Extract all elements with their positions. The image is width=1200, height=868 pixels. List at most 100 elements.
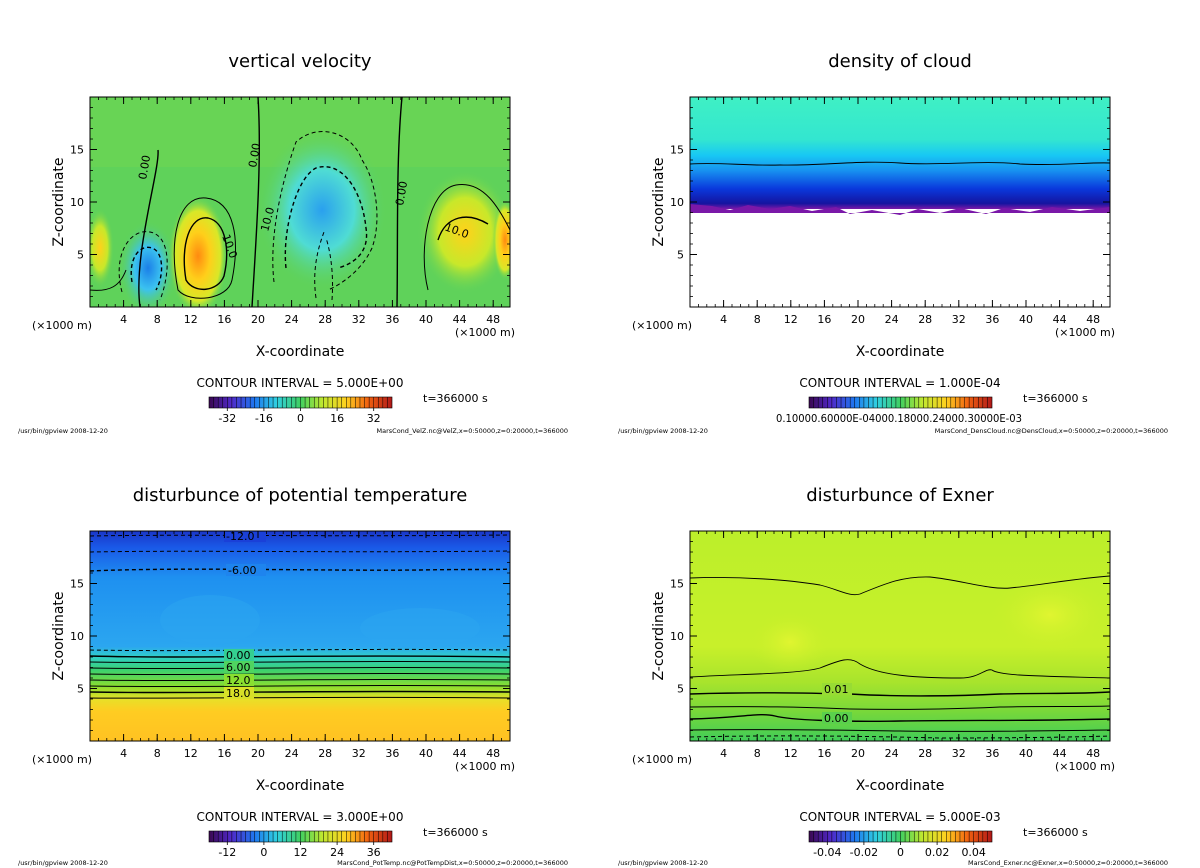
colorbar-tick-label: -32 [218,412,236,425]
colorbar-tick-label: 32 [367,412,381,425]
y-tick-label: 5 [677,683,684,696]
colorbar-tick-labels: 0.10000.60000E-04000.18000.24000.30000E-… [776,412,1022,425]
x-tick-label: 8 [754,747,761,760]
x-unit-left: (×1000 m) [632,319,692,332]
x-tick-label: 40 [419,747,433,760]
x-tick-label: 28 [918,747,932,760]
time-label: t=366000 s [1023,826,1088,839]
footer-right: MarsCond_PotTemp.nc@PotTempDist,x=0:5000… [337,859,568,867]
x-tick-label: 32 [352,313,366,326]
x-tick-label: 44 [453,313,467,326]
x-unit-right: (×1000 m) [1055,760,1115,773]
footer-right: MarsCond_VelZ.nc@VelZ,x=0:50000,z=0:2000… [377,427,568,435]
footer-right: MarsCond_DensCloud.nc@DensCloud,x=0:5000… [935,427,1168,435]
colorbar-tick-label: 24 [330,846,344,859]
x-tick-label: 44 [453,747,467,760]
x-tick-label: 48 [486,313,500,326]
contour-interval: CONTOUR INTERVAL = 5.000E-03 [799,810,1000,824]
colorbar-tick-label: -0.04 [813,846,841,859]
x-tick-label: 4 [120,313,127,326]
x-tick-label: 28 [318,747,332,760]
y-tick-label: 10 [670,630,684,643]
panel-title: disturbunce of potential temperature [133,485,468,506]
x-axis-label: X-coordinate [856,344,945,360]
x-tick-label: 20 [851,313,865,326]
x-tick-label: 32 [952,313,966,326]
panel-density-of-cloud: density of cloud 4 8 12 16 20 24 28 32 36 40 44 485… [618,51,1168,435]
time-label: t=366000 s [1023,392,1088,405]
y-axis-label: Z-coordinate [651,591,667,680]
colorbar-tick-label: 16 [330,412,344,425]
y-axis-label: Z-coordinate [51,157,67,246]
panel-title: vertical velocity [228,51,372,72]
footer-left: /usr/bin/gpview 2008-12-20 [618,427,708,435]
contour-label: 0.00 [136,154,153,180]
x-tick-label: 8 [754,313,761,326]
x-unit-right: (×1000 m) [455,760,515,773]
x-unit-right: (×1000 m) [455,326,515,339]
contour-label: 18.0 [226,687,251,700]
x-tick-label: 16 [217,747,231,760]
x-tick-label: 20 [251,747,265,760]
y-tick-label: 5 [77,683,84,696]
contour-label: 0.00 [226,649,251,662]
x-tick-label: 16 [817,313,831,326]
x-tick-label: 40 [419,313,433,326]
x-tick-label: 20 [251,313,265,326]
panel-title: disturbunce of Exner [806,485,994,506]
colorbar-tick-label: 0.02 [925,846,950,859]
contour-field: 0.00 0.00 0.00 10.0 10.0 10.0 [90,97,510,307]
contour-label: 0.00 [393,180,410,206]
contour-label: 12.0 [226,674,251,687]
colorbar-tick-label: -12 [218,846,236,859]
contour-label: -12.0 [226,530,254,543]
x-tick-label: 24 [885,313,899,326]
colorbar-tick-label: 0 [897,846,904,859]
y-tick-label: 15 [70,144,84,157]
y-tick-label: 10 [670,196,684,209]
y-tick-label: 15 [670,578,684,591]
x-axis-label: X-coordinate [256,344,345,360]
x-tick-label: 44 [1053,747,1067,760]
footer-left: /usr/bin/gpview 2008-12-20 [18,427,108,435]
x-tick-label: 12 [784,313,798,326]
x-tick-label: 24 [885,747,899,760]
colorbar-tick-label: 0.04 [961,846,986,859]
y-tick-label: 10 [70,196,84,209]
footer-left: /usr/bin/gpview 2008-12-20 [18,859,108,867]
x-tick-label: 36 [985,313,999,326]
contour-label: 10.0 [258,206,277,233]
footer-right: MarsCond_Exner.nc@Exner,x=0:50000,z=0:20… [968,859,1168,867]
x-tick-label: 4 [720,313,727,326]
time-label: t=366000 s [423,826,488,839]
contour-label: 6.00 [226,661,251,674]
x-tick-label: 16 [817,747,831,760]
panel-exner: disturbunce of Exner 0.01 0.00 4 8 12 16 20 2… [618,485,1168,867]
colorbar-tick-label: 36 [367,846,381,859]
x-tick-label: 28 [318,313,332,326]
x-unit-left: (×1000 m) [32,319,92,332]
y-tick-label: 5 [677,249,684,262]
contour-interval: CONTOUR INTERVAL = 5.000E+00 [197,376,404,390]
y-axis-label: Z-coordinate [51,591,67,680]
x-tick-label: 8 [154,747,161,760]
colorbar-tick-label: 0 [297,412,304,425]
y-tick-label: 15 [670,144,684,157]
x-tick-label: 44 [1053,313,1067,326]
x-tick-label: 12 [784,747,798,760]
contour-label: -6.00 [228,564,256,577]
x-tick-label: 4 [720,747,727,760]
x-unit-right: (×1000 m) [1055,326,1115,339]
x-unit-left: (×1000 m) [32,753,92,766]
contour-field: 0.01 0.00 [690,531,1110,741]
x-tick-label: 40 [1019,313,1033,326]
colorbar-tick-label: 0 [260,846,267,859]
y-tick-label: 10 [70,630,84,643]
x-tick-label: 36 [985,747,999,760]
x-unit-left: (×1000 m) [632,753,692,766]
contour-field [690,97,1110,307]
contour-label: 0.01 [824,683,849,696]
panel-title: density of cloud [828,51,972,72]
x-tick-label: 24 [285,313,299,326]
